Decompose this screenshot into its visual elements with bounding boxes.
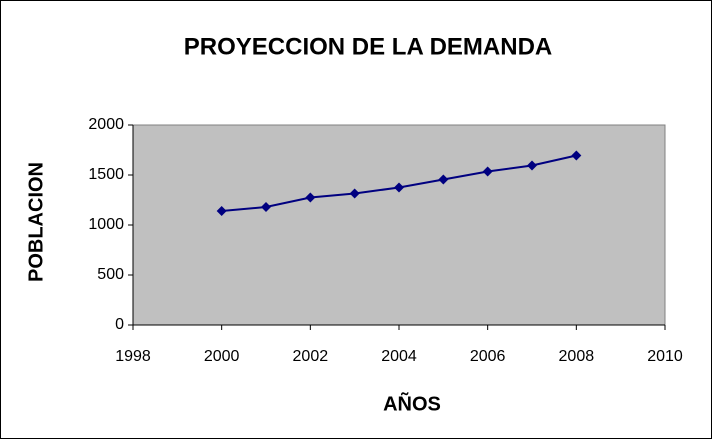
data-point [305,192,316,203]
data-point [571,150,582,161]
x-axis-label: AÑOS [383,392,441,415]
plot-area [132,124,666,326]
x-tick-label: 2006 [470,348,506,365]
data-point [261,202,271,212]
data-point [394,182,404,193]
x-tick-label: 2010 [647,348,683,365]
y-axis-label: POBLACION [25,162,47,282]
data-point [216,206,227,216]
x-tick-label: 2008 [559,348,595,365]
y-tick-label: 1000 [88,216,124,233]
x-tick-label: 2002 [293,348,329,365]
y-tick-label: 0 [115,316,124,333]
x-tick-label: 1998 [115,348,151,365]
chart-title: PROYECCION DE LA DEMANDA [184,33,552,60]
x-tick-label: 2004 [381,348,417,365]
x-tick-label: 2000 [204,348,240,365]
y-tick-label: 2000 [88,116,124,133]
data-point [349,188,360,199]
data-point [482,166,493,177]
data-point [527,160,537,171]
y-tick-label: 1500 [88,166,124,183]
y-tick-label: 500 [97,266,124,283]
data-point [438,174,449,185]
